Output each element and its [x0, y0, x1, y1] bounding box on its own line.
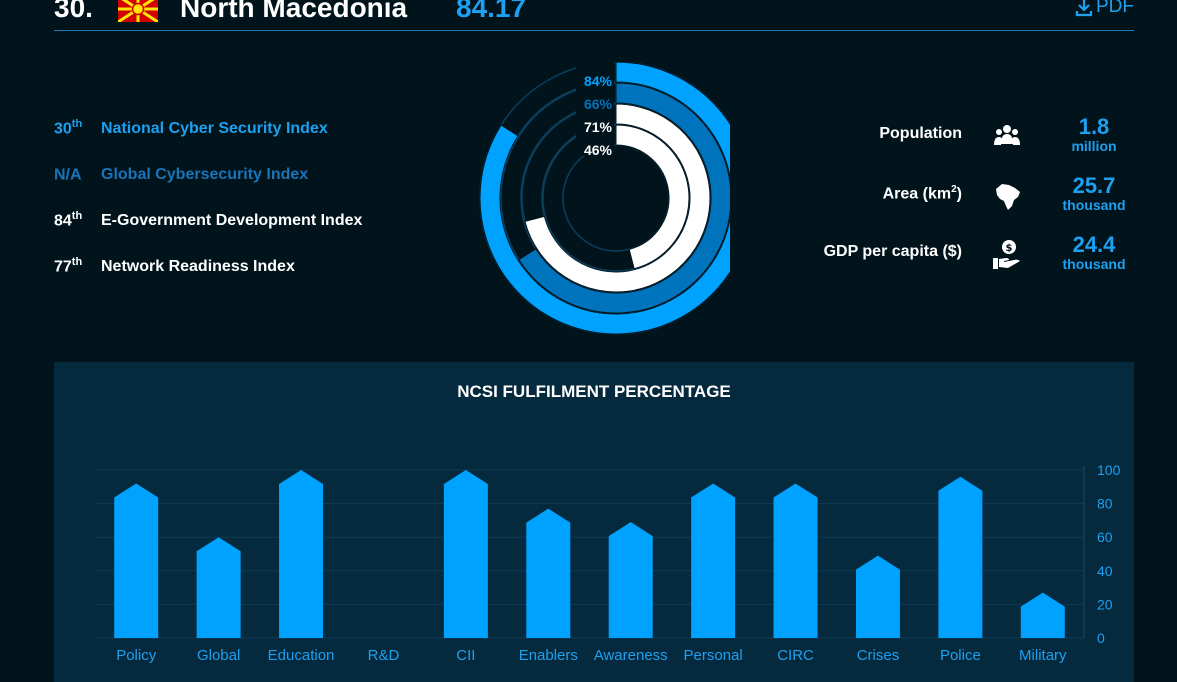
map-region-icon	[996, 184, 1020, 210]
stat-value: 24.4 thousand	[1062, 232, 1126, 273]
stat-label: GDP per capita ($)	[823, 243, 962, 260]
donut-ring-label: 71%	[584, 119, 613, 135]
ncsi-bar-chart: 0 20 40 60 80 100 Policy Global Education R&D CII E…	[95, 462, 1121, 664]
country-score: 84.17	[456, 0, 527, 23]
stat-gdp: GDP per capita ($) $ 24.4 thousand	[800, 230, 1134, 289]
x-tick-label: CIRC	[777, 647, 814, 664]
stat-value: 25.7 thousand	[1062, 173, 1126, 214]
y-tick-label: 80	[1097, 496, 1113, 512]
x-tick-label: Policy	[116, 647, 157, 664]
donut-ring-label: 66%	[584, 96, 613, 112]
bar[interactable]	[526, 508, 571, 638]
index-rank: N/A	[54, 166, 82, 184]
x-tick-label: Enablers	[519, 647, 578, 664]
bar[interactable]	[938, 476, 983, 638]
y-tick-label: 60	[1097, 529, 1113, 545]
x-tick-label: Global	[197, 647, 240, 664]
money-hand-icon: $	[993, 240, 1020, 269]
x-tick-label: Police	[940, 647, 981, 664]
x-tick-label: Personal	[684, 647, 743, 664]
index-rank: 84th	[54, 210, 83, 230]
ncsi-chart-panel: NCSI FULFILMENT PERCENTAGE 0 20 40 60 80 100 P…	[54, 362, 1134, 682]
y-tick-label: 0	[1097, 630, 1105, 646]
y-tick-label: 40	[1097, 563, 1113, 579]
svg-text:$: $	[1006, 243, 1013, 254]
stat-label: Population	[879, 125, 962, 142]
bar[interactable]	[196, 537, 241, 638]
donut-ring	[518, 82, 730, 314]
bar[interactable]	[691, 483, 736, 638]
bar[interactable]	[1020, 592, 1065, 638]
x-tick-label: Awareness	[594, 647, 668, 664]
index-name: Network Readiness Index	[101, 258, 295, 275]
index-name: E-Government Development Index	[101, 212, 363, 229]
stat-label: Area (km2)	[882, 184, 962, 203]
north-macedonia-flag-icon	[118, 0, 158, 22]
stat-population: Population 1.8 million	[800, 112, 1134, 171]
donut-label-backing	[576, 62, 614, 156]
y-tick-label: 100	[1097, 462, 1121, 478]
donut-ring-label: 46%	[584, 142, 613, 158]
chart-title: NCSI FULFILMENT PERCENTAGE	[457, 382, 731, 401]
country-name: North Macedonia	[180, 0, 408, 23]
donut-ring	[615, 124, 690, 270]
bar[interactable]	[443, 470, 488, 638]
donut-ring	[479, 62, 730, 335]
index-donut-chart: 84% 66% 71% 46%	[479, 62, 730, 335]
bar[interactable]	[855, 555, 900, 638]
country-stats: Population 1.8 million Area (km2) 25.7 t…	[800, 112, 1134, 289]
x-tick-label: CII	[456, 647, 475, 664]
country-rank: 30.	[54, 0, 93, 23]
x-tick-label: Crises	[857, 647, 900, 664]
x-tick-label: R&D	[368, 647, 400, 664]
pdf-label: PDF	[1096, 0, 1134, 17]
x-tick-label: Military	[1019, 647, 1067, 664]
stat-area: Area (km2) 25.7 thousand	[800, 171, 1134, 230]
stat-value: 1.8 million	[1071, 114, 1117, 155]
donut-ring-label: 84%	[584, 73, 613, 89]
country-header: 30. North Macedonia 84.17 PDF	[54, 0, 1134, 31]
download-icon	[1075, 0, 1093, 17]
bar[interactable]	[114, 483, 159, 638]
index-rank: 77th	[54, 256, 83, 276]
y-tick-label: 20	[1097, 596, 1113, 612]
bar[interactable]	[279, 470, 324, 638]
bar[interactable]	[773, 483, 818, 638]
bar[interactable]	[608, 522, 653, 638]
index-name: Global Cybersecurity Index	[101, 166, 309, 183]
pdf-download-button[interactable]: PDF	[1074, 0, 1134, 18]
x-tick-label: Education	[268, 647, 335, 664]
index-rank: 30th	[54, 118, 83, 138]
donut-ring	[524, 103, 711, 293]
index-name: National Cyber Security Index	[101, 120, 328, 137]
people-icon	[994, 125, 1020, 145]
